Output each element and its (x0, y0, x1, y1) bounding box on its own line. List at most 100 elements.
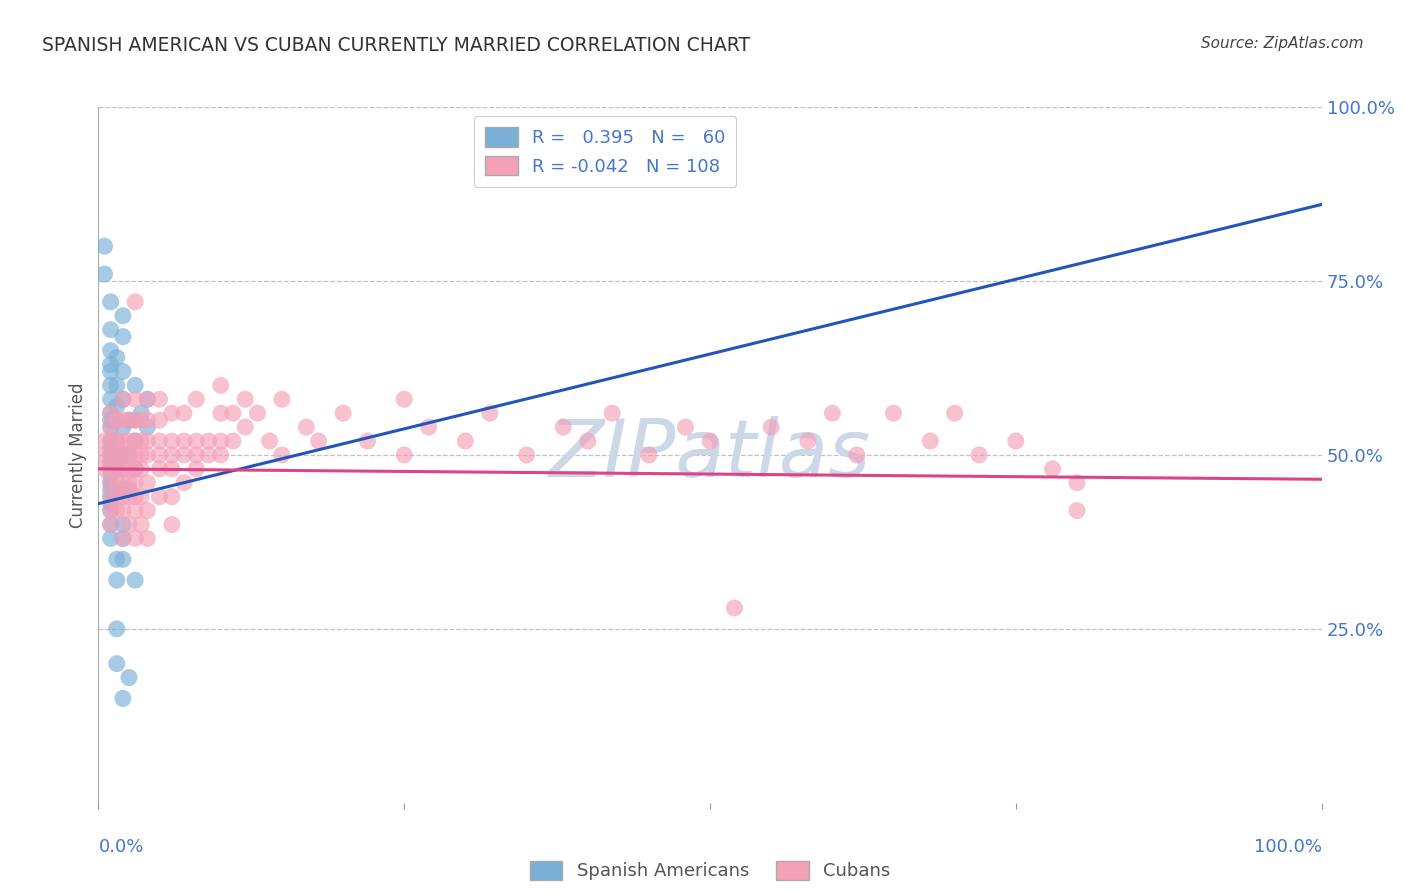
Point (105, 462, 128, 476)
Point (149, 462, 172, 476)
Point (111, 420, 134, 434)
Point (173, 406, 195, 420)
Point (270, 392, 294, 407)
Point (105, 413, 128, 427)
Point (105, 448, 128, 462)
Point (136, 532, 159, 546)
Point (105, 448, 128, 462)
Point (246, 406, 269, 420)
Point (124, 462, 146, 476)
Point (356, 434, 378, 448)
Point (100, 532, 122, 546)
Point (136, 434, 159, 448)
Point (111, 309, 134, 323)
Point (111, 364, 134, 378)
Point (209, 448, 232, 462)
Point (1066, 503, 1088, 517)
Point (418, 420, 440, 434)
Point (797, 434, 820, 448)
Point (209, 406, 232, 420)
Point (124, 413, 146, 427)
Text: 0.0%: 0.0% (98, 838, 143, 856)
Point (118, 517, 141, 532)
Legend: Spanish Americans, Cubans: Spanish Americans, Cubans (523, 854, 897, 888)
Point (124, 532, 146, 546)
Point (93, 239, 115, 253)
Point (111, 532, 134, 546)
Point (118, 413, 141, 427)
Point (124, 503, 146, 517)
Point (124, 462, 146, 476)
Point (723, 601, 745, 615)
Point (105, 552, 128, 566)
Point (967, 448, 990, 462)
Point (105, 378, 128, 392)
Point (136, 475, 159, 490)
Point (160, 406, 183, 420)
Point (259, 434, 281, 448)
Point (100, 434, 122, 448)
Point (1042, 462, 1064, 476)
Point (576, 434, 599, 448)
Point (105, 657, 128, 671)
Point (100, 462, 122, 476)
Point (100, 448, 122, 462)
Point (100, 434, 122, 448)
Point (160, 517, 183, 532)
Point (173, 434, 195, 448)
Point (186, 448, 208, 462)
Point (173, 475, 195, 490)
Point (270, 448, 294, 462)
Point (136, 503, 159, 517)
Point (111, 448, 134, 462)
Point (129, 517, 152, 532)
Point (149, 392, 172, 407)
Point (100, 406, 122, 420)
Point (111, 413, 134, 427)
Point (100, 406, 122, 420)
Point (454, 434, 477, 448)
Point (124, 475, 146, 490)
Point (600, 406, 623, 420)
Point (111, 462, 134, 476)
Point (209, 378, 232, 392)
Point (186, 434, 208, 448)
Point (100, 343, 122, 358)
Point (149, 413, 172, 427)
Point (136, 392, 159, 407)
Point (675, 420, 697, 434)
Point (136, 413, 159, 427)
Point (100, 503, 122, 517)
Point (392, 448, 416, 462)
Point (308, 434, 330, 448)
Text: ZIP​atlas: ZIP​atlas (548, 416, 872, 494)
Point (100, 517, 122, 532)
Point (105, 483, 128, 497)
Point (100, 475, 122, 490)
Point (124, 378, 146, 392)
Point (553, 420, 575, 434)
Point (111, 434, 134, 448)
Point (118, 462, 141, 476)
Point (100, 392, 122, 407)
Point (105, 434, 128, 448)
Point (124, 392, 146, 407)
Point (129, 490, 152, 504)
Point (129, 448, 152, 462)
Point (478, 406, 501, 420)
Point (93, 434, 115, 448)
Point (160, 490, 183, 504)
Point (124, 448, 146, 462)
Point (100, 468, 122, 483)
Point (118, 475, 141, 490)
Point (111, 475, 134, 490)
Point (124, 434, 146, 448)
Point (209, 434, 232, 448)
Point (111, 517, 134, 532)
Point (160, 434, 183, 448)
Point (124, 573, 146, 587)
Point (295, 420, 318, 434)
Point (100, 378, 122, 392)
Point (129, 462, 152, 476)
Point (186, 392, 208, 407)
